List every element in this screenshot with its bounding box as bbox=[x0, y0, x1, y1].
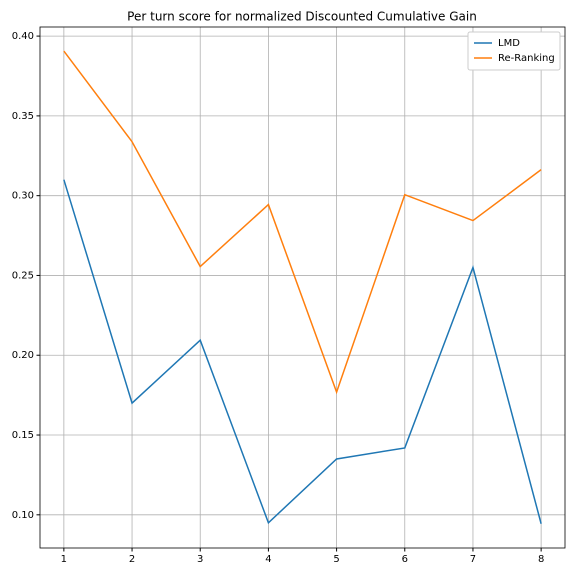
x-tick-label: 2 bbox=[129, 554, 135, 565]
chart-title: Per turn score for normalized Discounted… bbox=[127, 10, 477, 24]
x-tick-label: 7 bbox=[470, 554, 476, 565]
legend-label: Re-Ranking bbox=[498, 53, 555, 64]
line bbox=[63, 179, 542, 525]
x-tick-label: 1 bbox=[61, 554, 67, 565]
y-tick-label: 0.15 bbox=[12, 430, 34, 441]
line bbox=[63, 50, 542, 395]
plot-frame bbox=[39, 26, 566, 549]
y-tick-label: 0.35 bbox=[12, 111, 34, 122]
y-tick-label: 0.30 bbox=[12, 191, 34, 202]
y-tick-label: 0.20 bbox=[12, 350, 34, 361]
legend-box bbox=[467, 31, 561, 71]
x-tick-label: 6 bbox=[402, 554, 408, 565]
y-tick-label: 0.10 bbox=[12, 510, 34, 521]
y-tick-label: 0.40 bbox=[12, 31, 34, 42]
x-tick-label: 5 bbox=[333, 554, 339, 565]
x-tick-label: 4 bbox=[265, 554, 271, 565]
y-tick-label: 0.25 bbox=[12, 270, 34, 281]
legend-label: LMD bbox=[498, 38, 520, 49]
x-tick-label: 8 bbox=[538, 554, 544, 565]
x-tick-label: 3 bbox=[197, 554, 203, 565]
